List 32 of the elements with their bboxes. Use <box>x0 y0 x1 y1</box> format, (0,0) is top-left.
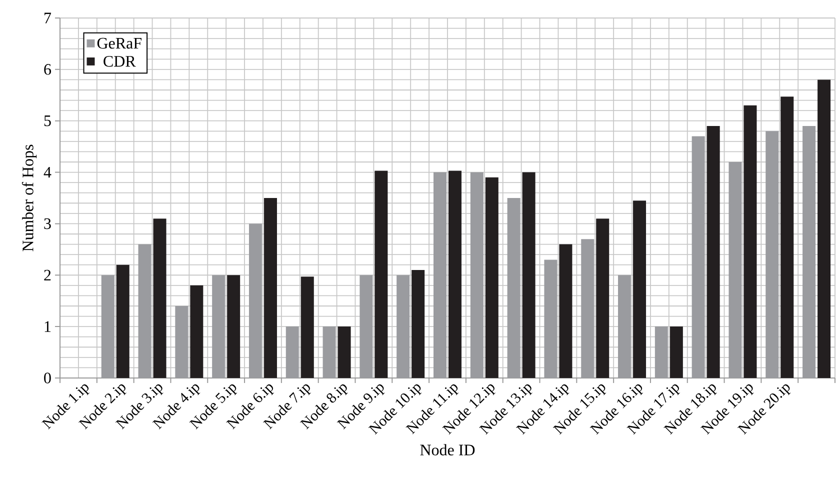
y-axis-title: Number of Hops <box>22 144 37 252</box>
y-tick-label: 4 <box>44 167 52 178</box>
x-axis-title: Node ID <box>420 444 475 456</box>
y-tick-label: 2 <box>44 270 51 280</box>
bar <box>264 198 277 378</box>
bar <box>780 96 794 378</box>
bar <box>670 326 683 378</box>
bar <box>300 276 314 378</box>
y-tick-label: 1 <box>44 321 51 332</box>
bar <box>522 172 536 378</box>
bar <box>338 326 351 378</box>
bar <box>190 285 204 378</box>
bar <box>374 170 388 378</box>
bar <box>818 80 831 378</box>
bar <box>744 105 757 378</box>
bar <box>633 200 646 378</box>
bar <box>412 270 425 378</box>
bar <box>448 170 462 378</box>
bar <box>153 218 166 378</box>
bar <box>485 177 498 378</box>
y-tick-label: 5 <box>44 116 51 126</box>
y-tick-label: 6 <box>44 64 52 75</box>
y-tick-label: 7 <box>44 12 52 24</box>
bar <box>116 264 130 378</box>
bar <box>227 275 240 378</box>
bar <box>559 244 572 378</box>
legend-label: GeRaF <box>97 38 142 49</box>
legend-label: CDR <box>104 56 136 67</box>
bar <box>706 126 720 378</box>
y-tick-label: 0 <box>44 372 51 384</box>
bar <box>596 218 610 378</box>
y-tick-label: 3 <box>44 218 51 230</box>
